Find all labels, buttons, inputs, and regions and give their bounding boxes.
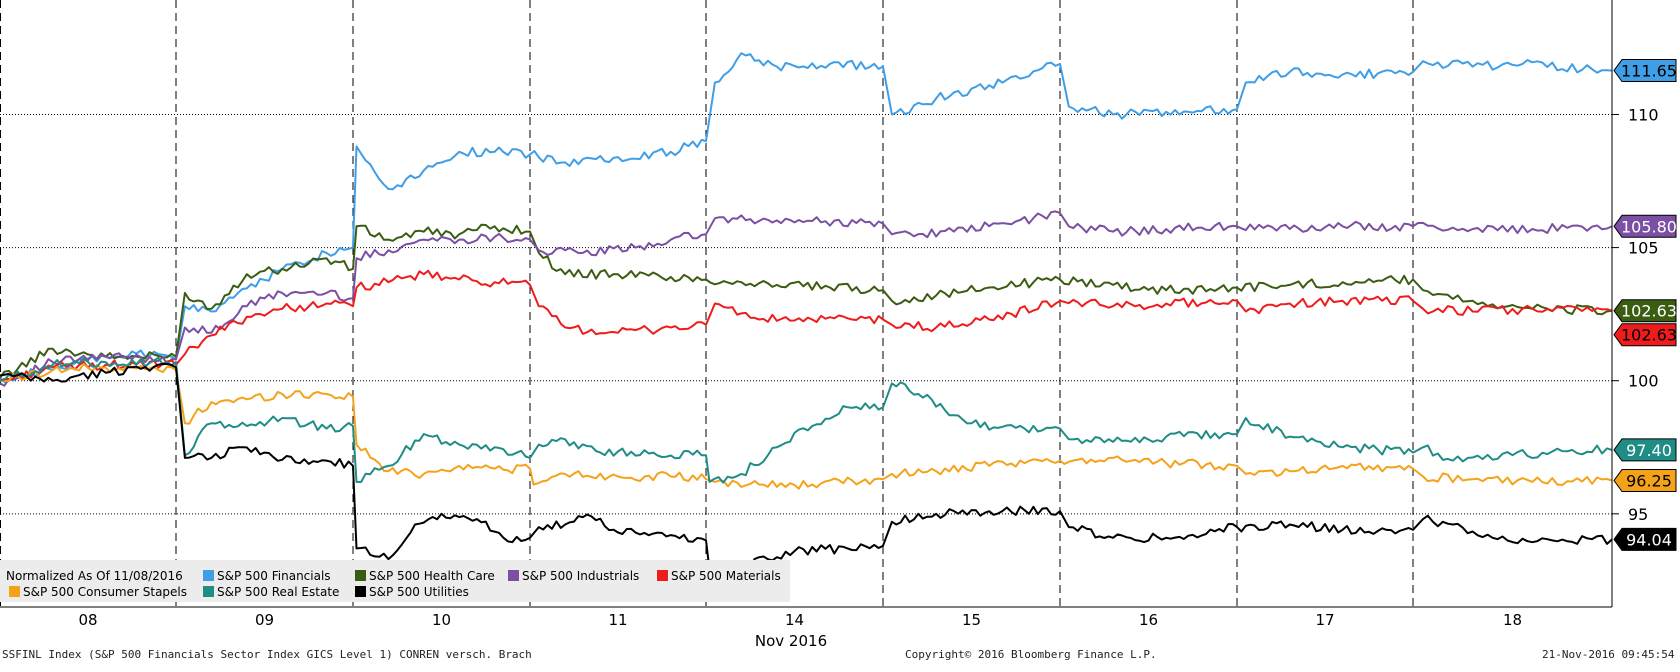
last-value-badge [1613,59,1677,83]
y-tick-label: 95 [1628,505,1648,524]
last-value-label: 102.63 [1621,326,1677,345]
series-line [0,210,1613,387]
series-line [0,223,1613,379]
legend-entry-label: S&P 500 Utilities [369,585,469,599]
legend-entry-label: S&P 500 Real Estate [217,585,339,599]
last-value-label: 96.25 [1626,472,1672,491]
axis-layer: 110 105 100 95 08 09 10 11 14 15 16 17 18 [0,0,1659,629]
series-line [0,362,1613,490]
series-layer [0,52,1613,574]
footer-timestamp: 21-Nov-2016 09:45:54 [1542,648,1675,661]
legend-swatch [9,586,20,597]
last-value-label: 97.40 [1626,441,1672,460]
x-tick-label: 09 [255,611,274,629]
x-tick-label: 16 [1139,611,1158,629]
x-tick-label: 15 [962,611,981,629]
legend-swatch [657,570,668,581]
x-tick-label: 11 [608,611,627,629]
legend-normalized-label: Normalized As Of 11/08/2016 [6,569,183,583]
series-line [0,52,1613,383]
legend-entry-label: S&P 500 Industrials [522,569,639,583]
footer-index-description: SSFINL Index (S&P 500 Financials Sector … [2,648,532,661]
legend-entry-label: S&P 500 Health Care [369,569,495,583]
last-value-label: 111.65 [1621,62,1677,81]
x-tick-label: 08 [78,611,97,629]
grid-layer [0,0,1612,607]
legend: Normalized As Of 11/08/2016 S&P 500 Finan… [0,560,790,602]
legend-entry-label: S&P 500 Consumer Stapels [23,585,187,599]
last-value-badge [1613,469,1677,493]
last-value-label: 94.04 [1626,530,1672,549]
last-value-labels: 111.65 105.80 102.63 102.63 97.40 96.25 94.04 [1613,59,1677,551]
x-tick-label: 14 [785,611,804,629]
x-tick-label: 10 [432,611,451,629]
last-value-label: 102.63 [1621,302,1677,321]
last-value-badge [1613,527,1677,551]
legend-swatch [508,570,519,581]
x-axis-month-label: Nov 2016 [755,632,827,650]
y-tick-label: 100 [1628,372,1659,391]
legend-swatch [203,586,214,597]
last-value-badge [1613,214,1677,238]
y-tick-label: 105 [1628,239,1659,258]
y-tick-label: 110 [1628,105,1659,124]
legend-swatch [203,570,214,581]
x-tick-label: 17 [1315,611,1334,629]
x-tick-label: 18 [1503,611,1522,629]
series-line [0,356,1613,484]
legend-swatch [355,586,366,597]
legend-swatch [355,570,366,581]
series-line [0,269,1613,382]
last-value-label: 105.80 [1621,217,1677,236]
last-value-badge [1613,438,1677,462]
last-value-badge [1613,323,1677,347]
legend-entry-label: S&P 500 Materials [671,569,781,583]
legend-entry-label: S&P 500 Financials [217,569,331,583]
footer-copyright: Copyright© 2016 Bloomberg Finance L.P. [905,648,1157,661]
series-line [0,362,1613,574]
last-value-badge [1613,299,1677,323]
